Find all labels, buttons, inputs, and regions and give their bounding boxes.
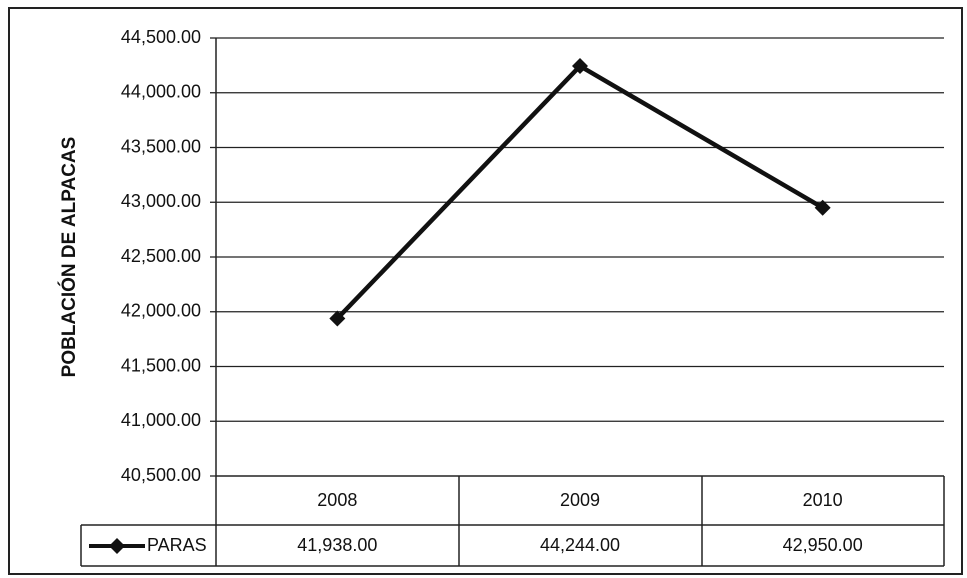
y-tick-label: 43,500.00 bbox=[121, 136, 201, 156]
chart-frame bbox=[8, 7, 963, 575]
data-table-value: 42,950.00 bbox=[783, 535, 863, 555]
y-tick-label: 44,000.00 bbox=[121, 82, 201, 102]
y-tick-label: 41,000.00 bbox=[121, 410, 201, 430]
data-point-marker bbox=[329, 310, 346, 327]
category-label: 2009 bbox=[560, 490, 600, 510]
y-tick-label: 43,000.00 bbox=[121, 191, 201, 211]
series-paras bbox=[329, 58, 831, 327]
legend-key: PARAS bbox=[89, 535, 207, 555]
data-table-values: 41,938.00 44,244.00 42,950.00 bbox=[297, 535, 862, 555]
category-label: 2010 bbox=[803, 490, 843, 510]
y-tick-label: 40,500.00 bbox=[121, 465, 201, 485]
gridlines bbox=[210, 37, 944, 477]
data-point-marker bbox=[814, 199, 831, 216]
data-table-value: 41,938.00 bbox=[297, 535, 377, 555]
y-tick-label: 42,500.00 bbox=[121, 246, 201, 266]
y-tick-labels: 40,500.00 41,000.00 41,500.00 42,000.00 42,5… bbox=[121, 27, 201, 485]
y-tick-label: 44,500.00 bbox=[121, 27, 201, 47]
y-tick-label: 41,500.00 bbox=[121, 355, 201, 375]
legend-diamond-marker bbox=[109, 538, 125, 554]
data-table bbox=[80, 475, 945, 567]
category-label: 2008 bbox=[317, 490, 357, 510]
y-tick-label: 42,000.00 bbox=[121, 301, 201, 321]
data-point-marker bbox=[572, 58, 588, 75]
y-axis-title: POBLACIÓN DE ALPACAS bbox=[58, 137, 80, 378]
legend-series-name: PARAS bbox=[147, 535, 207, 555]
category-labels: 2008 2009 2010 bbox=[317, 490, 842, 510]
data-table-value: 44,244.00 bbox=[540, 535, 620, 555]
